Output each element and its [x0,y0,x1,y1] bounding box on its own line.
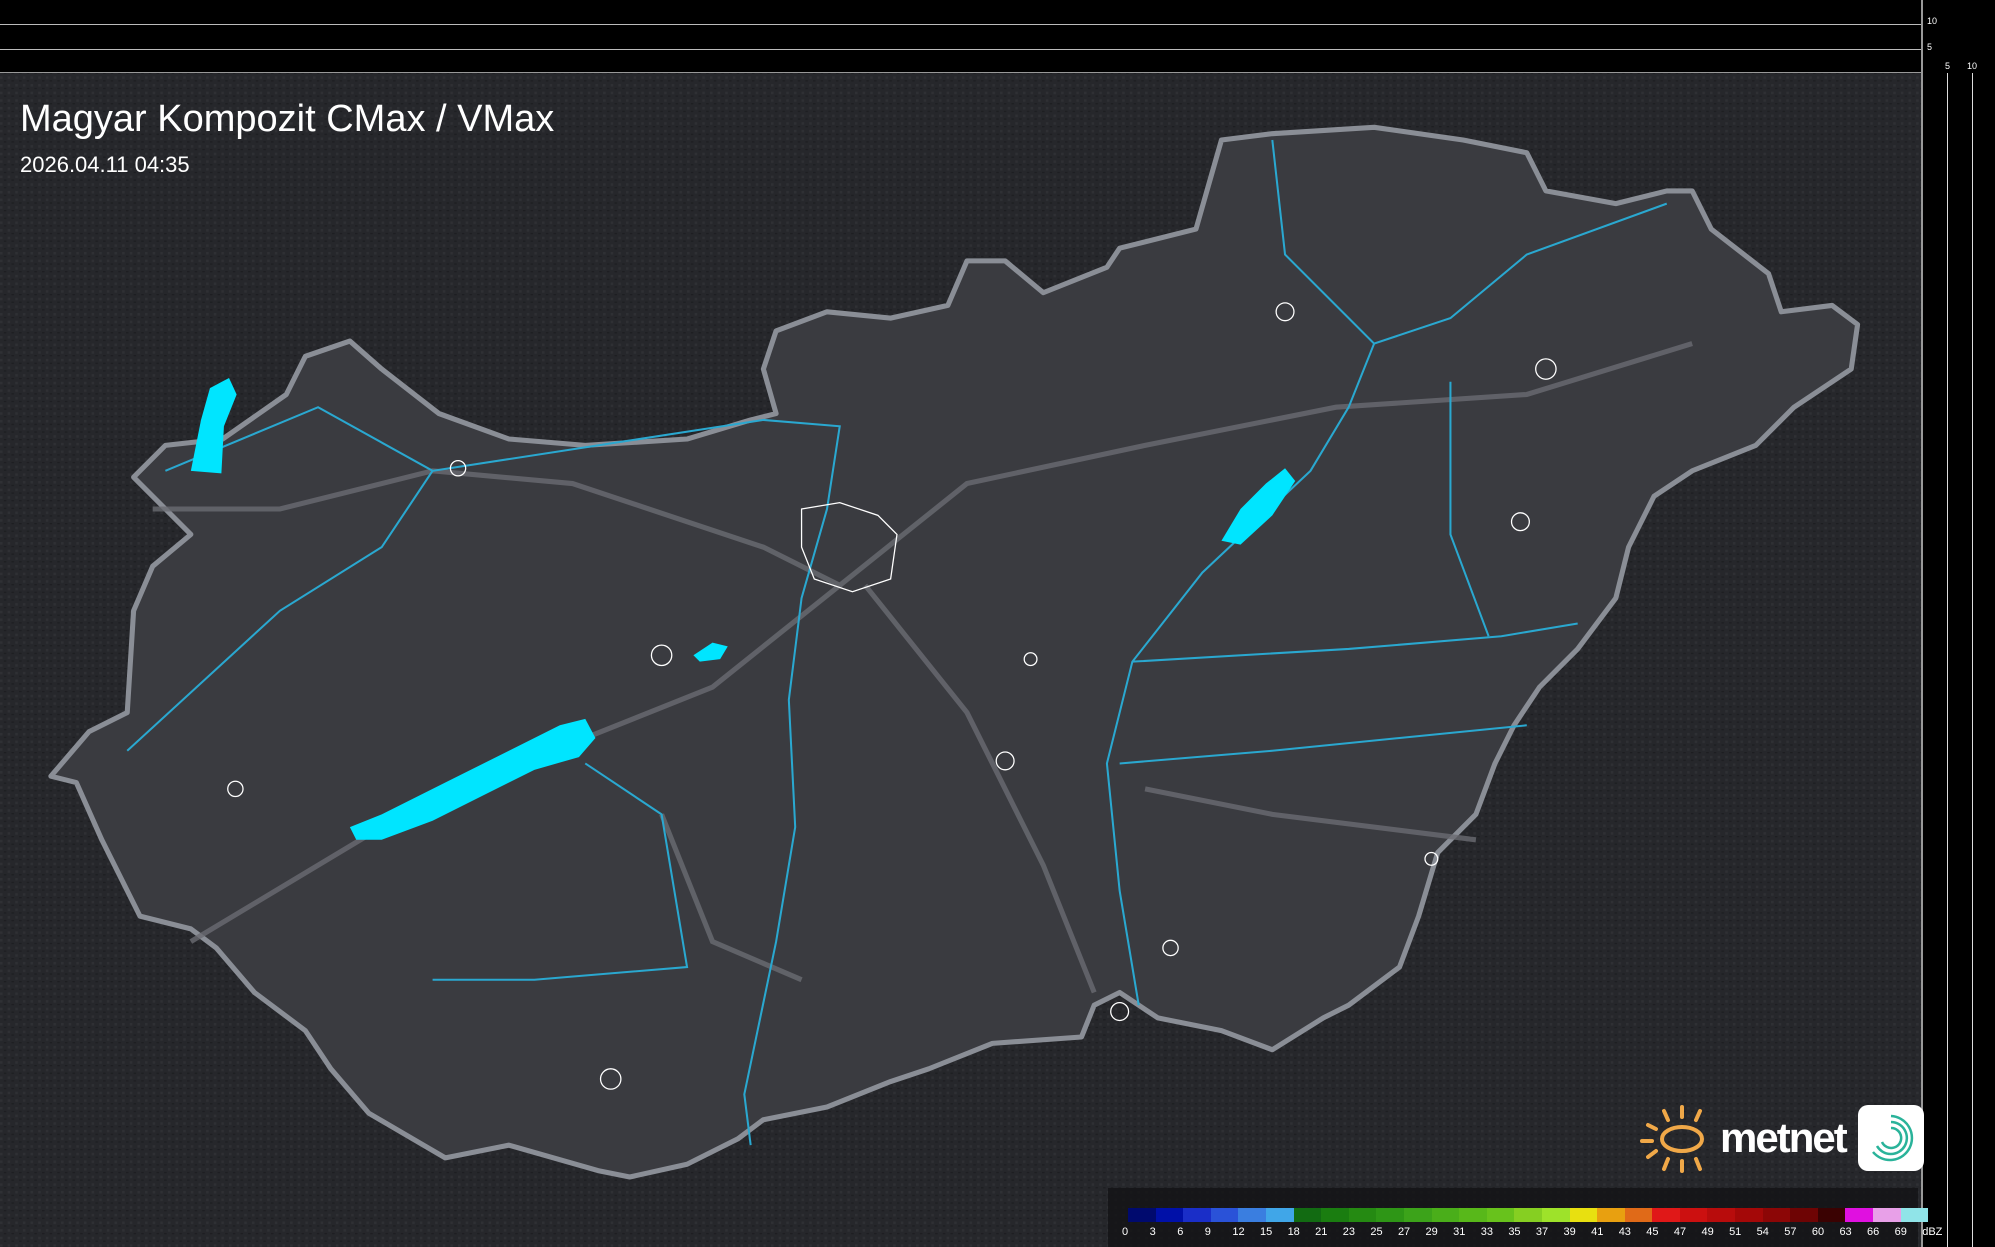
scale-line [0,24,1921,25]
legend-swatch [1514,1208,1542,1222]
legend-label: 49 [1701,1226,1714,1238]
legend-swatch [1679,1208,1708,1222]
legend-label: 27 [1397,1226,1411,1238]
legend-label: 18 [1287,1226,1300,1238]
legend-swatch [1541,1208,1570,1222]
legend-label: 35 [1508,1226,1521,1238]
sun-icon [1640,1105,1704,1173]
legend-swatch [1431,1208,1460,1222]
scale-tick: 5 [1927,42,1933,52]
rivers [126,139,1668,1146]
legend-swatch [1293,1208,1322,1222]
legend-label: 69 [1894,1226,1907,1238]
hungary-country [48,124,1861,1180]
legend-label: 63 [1839,1226,1852,1238]
legend-label: 39 [1563,1226,1576,1238]
legend-label: 23 [1342,1226,1355,1238]
legend-swatch [1762,1208,1791,1222]
legend-swatch [1624,1208,1653,1222]
lake-neusiedl [190,377,237,474]
legend-swatch [1403,1208,1432,1222]
scale-tick: 5 [1945,61,1951,71]
top-scale-bar [0,0,1921,72]
scale-tick: 10 [1967,61,1978,71]
metnet-logo: metnet [1638,1103,1924,1173]
legend-color-bar [1128,1208,1929,1222]
legend-swatch [1845,1208,1874,1222]
legend-swatch [1183,1208,1211,1222]
legend-swatch [1707,1208,1736,1222]
legend-swatch [1486,1208,1515,1222]
map-title: Magyar Kompozit CMax / VMax [20,98,555,140]
legend-swatch [1155,1208,1184,1222]
legend-swatch [1238,1208,1266,1222]
legend-label: 45 [1646,1226,1659,1238]
legend-label: 57 [1784,1226,1797,1238]
legend-label: 6 [1177,1226,1184,1238]
legend-label: 9 [1204,1226,1211,1238]
legend-label: 31 [1453,1226,1466,1238]
legend-label: 41 [1591,1226,1604,1238]
dbz-color-legend: 0 3 6 9 12 15 18 21 23 25 27 29 31 33 35 37 39 41 43 45 47 49… [1108,1188,1942,1247]
legend-swatch [1459,1208,1487,1222]
city-outlines [227,302,1557,1090]
legend-swatch [1735,1208,1763,1222]
legend-label: 29 [1425,1226,1438,1238]
lake-tisza [1221,468,1296,545]
legend-swatch [1376,1208,1404,1222]
legend-unit: dBZ [1922,1226,1943,1238]
legend-label: 0 [1122,1226,1129,1238]
lake-balaton [349,718,596,840]
legend-label: 21 [1315,1226,1328,1238]
legend-label: 37 [1535,1226,1549,1238]
legend-swatch [1128,1208,1156,1222]
legend-swatch [1321,1208,1349,1222]
legend-label: 43 [1618,1226,1631,1238]
legend-swatch [1652,1208,1680,1222]
scale-line [0,49,1921,50]
legend-swatch [1597,1208,1625,1222]
legend-label: 51 [1729,1226,1742,1238]
legend-label: 25 [1370,1226,1383,1238]
legend-swatch [1348,1208,1377,1222]
legend-label: 47 [1673,1226,1687,1238]
legend-label: 54 [1756,1226,1769,1238]
lake-velence [693,642,728,662]
timestamp: 2026.04.11 04:35 [20,152,190,177]
legend-swatch [1900,1208,1929,1222]
legend-label: 3 [1149,1226,1156,1238]
legend-swatch [1265,1208,1294,1222]
legend-swatch [1790,1208,1818,1222]
legend-swatch [1569,1208,1598,1222]
legend-labels: 0 3 6 9 12 15 18 21 23 25 27 29 31 33 35 37 39 41 43 45 47 49… [1122,1226,1949,1238]
legend-label: 15 [1259,1226,1273,1238]
right-scale-panel: 10 5 5 10 [1921,0,1995,1247]
legend-label: 12 [1232,1226,1245,1238]
legend-swatch [1210,1208,1239,1222]
legend-label: 33 [1480,1226,1493,1238]
scale-line [0,72,1995,73]
scale-tick: 10 [1927,16,1938,26]
app-logo-icon [1857,1105,1924,1171]
brand-name: metnet [1720,1114,1848,1161]
lakes [190,377,1296,840]
legend-swatch [1873,1208,1901,1222]
legend-label: 66 [1867,1226,1880,1238]
legend-swatch [1817,1208,1846,1222]
legend-label: 60 [1811,1226,1825,1238]
